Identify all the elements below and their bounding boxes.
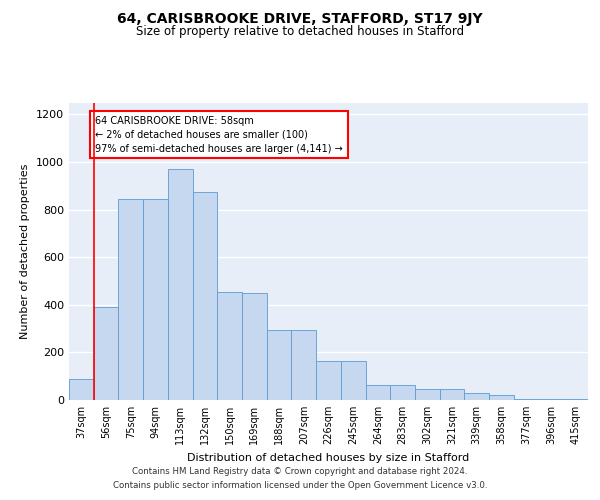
Bar (292, 330, 316, 400)
Text: Size of property relative to detached houses in Stafford: Size of property relative to detached ho… (136, 25, 464, 38)
Bar (440, 389, 464, 400)
Bar (341, 361, 365, 400)
Bar (563, 399, 588, 400)
Bar (267, 330, 292, 400)
Bar (539, 399, 563, 400)
Bar (415, 389, 440, 400)
Bar (464, 393, 489, 400)
Bar (390, 384, 415, 400)
Bar (94, 307, 118, 400)
Bar (242, 293, 267, 400)
X-axis label: Distribution of detached houses by size in Stafford: Distribution of detached houses by size … (187, 452, 470, 462)
Text: 64, CARISBROOKE DRIVE, STAFFORD, ST17 9JY: 64, CARISBROOKE DRIVE, STAFFORD, ST17 9J… (117, 12, 483, 26)
Bar (316, 361, 341, 400)
Bar (217, 292, 242, 400)
Text: Contains HM Land Registry data © Crown copyright and database right 2024.: Contains HM Land Registry data © Crown c… (132, 467, 468, 476)
Bar (69, 378, 94, 400)
Bar (118, 199, 143, 400)
Bar (193, 192, 217, 400)
Bar (168, 169, 193, 400)
Bar (514, 399, 539, 400)
Text: Contains public sector information licensed under the Open Government Licence v3: Contains public sector information licen… (113, 481, 487, 490)
Text: 64 CARISBROOKE DRIVE: 58sqm
← 2% of detached houses are smaller (100)
97% of sem: 64 CARISBROOKE DRIVE: 58sqm ← 2% of deta… (95, 116, 343, 154)
Bar (143, 199, 168, 400)
Y-axis label: Number of detached properties: Number of detached properties (20, 164, 31, 339)
Bar (489, 395, 514, 400)
Bar (365, 384, 390, 400)
